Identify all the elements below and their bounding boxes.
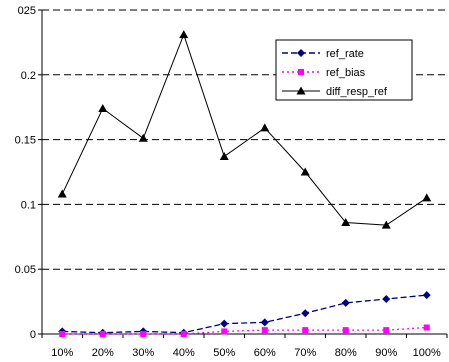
- series-line: [62, 326, 427, 335]
- data-point: [220, 319, 229, 328]
- x-tick-label: 60%: [254, 347, 276, 359]
- x-tick-label: 50%: [213, 347, 235, 359]
- legend-swatch-marker: [296, 86, 306, 95]
- data-point: [59, 331, 66, 337]
- series-ref-rate: [58, 291, 431, 337]
- series-line: [61, 33, 428, 226]
- data-point: [180, 331, 187, 337]
- legend-item: diff_resp_ref: [282, 86, 388, 98]
- grid-lines: [42, 9, 447, 270]
- x-tick-label: 40%: [173, 347, 195, 359]
- data-point: [422, 291, 431, 300]
- data-point: [342, 327, 349, 334]
- y-tick-label: 025: [18, 5, 36, 17]
- y-axis-ticks: 0 0.05 0.1 0.15 0.2 025: [15, 5, 42, 341]
- data-point: [138, 133, 148, 142]
- data-point: [221, 328, 228, 335]
- legend-swatch-marker: [298, 69, 304, 75]
- x-tick-label: 90%: [375, 347, 397, 359]
- x-tick-label: 20%: [92, 347, 114, 359]
- y-tick-label: 0.2: [21, 70, 36, 82]
- x-axis-ticks: 10% 20% 30% 40% 50% 60% 70% 80% 90% 100%: [41, 334, 448, 359]
- data-point: [423, 324, 430, 331]
- y-tick-label: 0: [30, 329, 36, 341]
- data-point: [219, 151, 229, 160]
- data-point: [179, 30, 189, 39]
- data-point: [99, 331, 106, 337]
- legend-label: ref_bias: [326, 67, 366, 79]
- data-point: [382, 295, 391, 304]
- data-point: [300, 167, 310, 176]
- data-point: [302, 327, 309, 334]
- data-point: [260, 123, 270, 132]
- data-point: [140, 331, 147, 337]
- data-point: [381, 220, 391, 229]
- legend: ref_rate ref_bias diff_resp_ref: [275, 39, 413, 101]
- legend-item: ref_bias: [282, 67, 366, 79]
- y-tick-label: 0.15: [15, 135, 36, 147]
- series-line: [62, 294, 427, 334]
- data-point: [261, 327, 268, 334]
- legend-label: ref_rate: [326, 48, 364, 60]
- data-point: [341, 298, 350, 307]
- data-point: [422, 193, 432, 202]
- x-tick-label: 70%: [294, 347, 316, 359]
- data-point: [260, 318, 269, 327]
- series-diff-resp-ref: [57, 30, 432, 229]
- data-point: [301, 309, 310, 318]
- y-tick-label: 0.1: [21, 199, 36, 211]
- series-group: [57, 30, 432, 337]
- data-point: [57, 189, 67, 198]
- legend-swatch-marker: [297, 49, 305, 57]
- y-tick-label: 0.05: [15, 264, 36, 276]
- data-point: [341, 218, 351, 227]
- x-tick-label: 30%: [132, 347, 154, 359]
- data-point: [98, 103, 108, 112]
- x-tick-label: 100%: [413, 347, 441, 359]
- x-tick-label: 80%: [335, 347, 357, 359]
- series-ref-bias: [59, 324, 430, 337]
- legend-label: diff_resp_ref: [326, 86, 388, 98]
- legend-item: ref_rate: [282, 48, 364, 60]
- data-point: [383, 327, 390, 334]
- x-tick-label: 10%: [51, 347, 73, 359]
